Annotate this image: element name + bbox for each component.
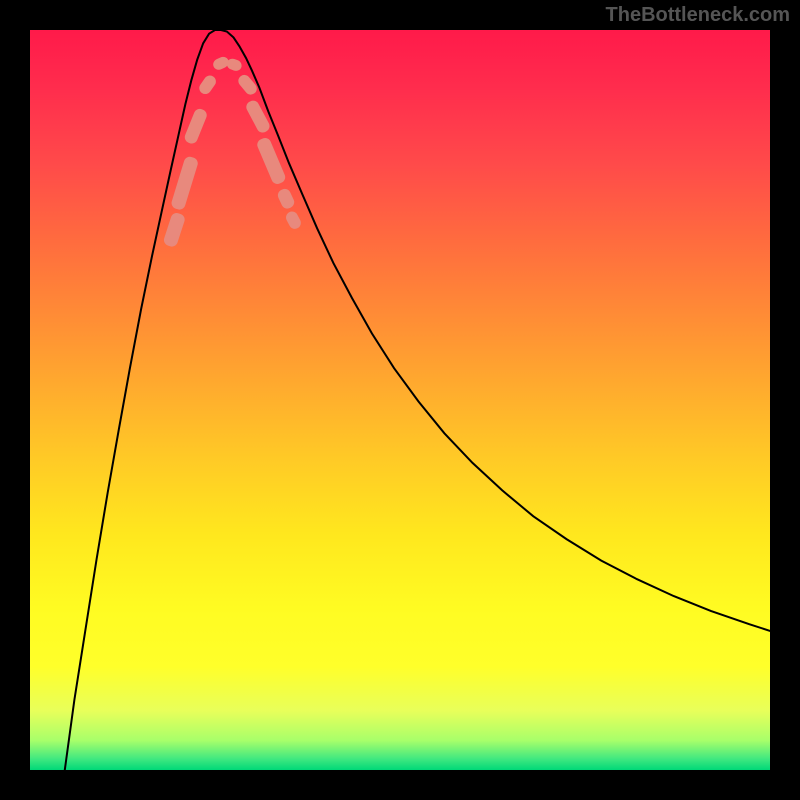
watermark-text: TheBottleneck.com [606, 4, 790, 27]
chart-plot-area [30, 30, 770, 770]
chart-background [30, 30, 770, 770]
chart-svg [30, 30, 770, 770]
